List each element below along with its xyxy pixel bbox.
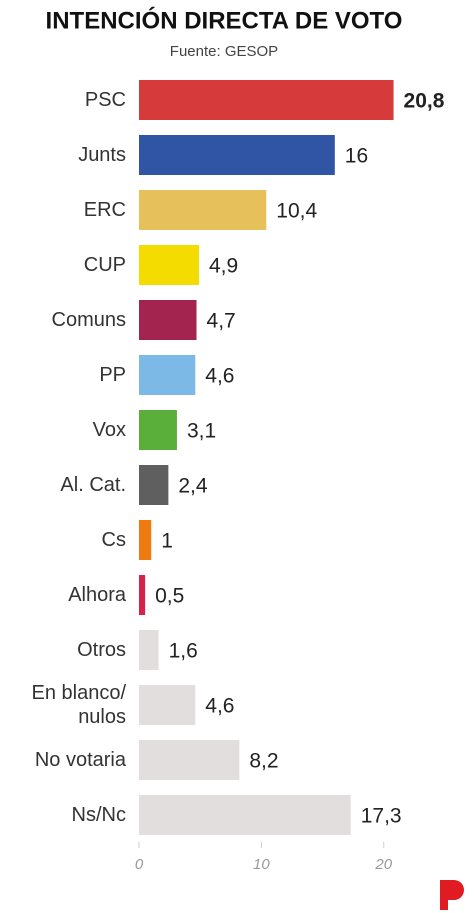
bar [139, 300, 197, 340]
category-label: PP [99, 364, 126, 386]
value-label: 0,5 [155, 585, 184, 608]
bar [139, 520, 152, 560]
value-label: 16 [345, 145, 368, 168]
category-label: Cs [101, 529, 126, 551]
value-label: 10,4 [276, 200, 317, 223]
category-label: No votaria [34, 749, 126, 771]
category-label: Otros [77, 639, 126, 661]
bar [139, 575, 146, 615]
value-label: 4,9 [209, 255, 238, 278]
bar [139, 245, 199, 285]
value-label: 4,6 [205, 365, 234, 388]
x-tick-label: 10 [253, 856, 270, 873]
bar [139, 80, 394, 120]
bar [139, 630, 159, 670]
value-label: 17,3 [361, 805, 402, 828]
value-label: 8,2 [249, 750, 278, 773]
logo-mark [440, 880, 464, 910]
category-label: Ns/Nc [71, 804, 126, 826]
category-label: Comuns [51, 309, 126, 331]
category-label: PSC [84, 89, 126, 111]
bar [139, 795, 351, 835]
category-label: Al. Cat. [60, 474, 126, 496]
bar [139, 355, 196, 395]
category-label: Vox [92, 419, 126, 441]
value-label: 3,1 [187, 420, 216, 443]
bar [139, 465, 169, 505]
bar [139, 135, 335, 175]
category-label: Junts [78, 144, 126, 166]
x-tick-label: 0 [135, 856, 144, 873]
category-label: ERC [83, 199, 126, 221]
chart-title: INTENCIÓN DIRECTA DE VOTO [46, 6, 403, 34]
category-label: CUP [83, 254, 126, 276]
value-label: 20,8 [404, 90, 445, 113]
category-label: En blanco/ nulos [31, 682, 126, 728]
value-label: 4,7 [207, 310, 236, 333]
chart-subtitle: Fuente: GESOP [170, 43, 278, 60]
bar [139, 190, 267, 230]
value-label: 1 [161, 530, 173, 553]
value-label: 1,6 [169, 640, 198, 663]
bar [139, 740, 240, 780]
bar [139, 410, 177, 450]
bar [139, 685, 196, 725]
logo [440, 880, 464, 910]
category-label: Alhora [68, 584, 126, 606]
x-tick-label: 20 [374, 856, 392, 873]
value-label: 4,6 [205, 695, 234, 718]
value-label: 2,4 [178, 475, 208, 498]
